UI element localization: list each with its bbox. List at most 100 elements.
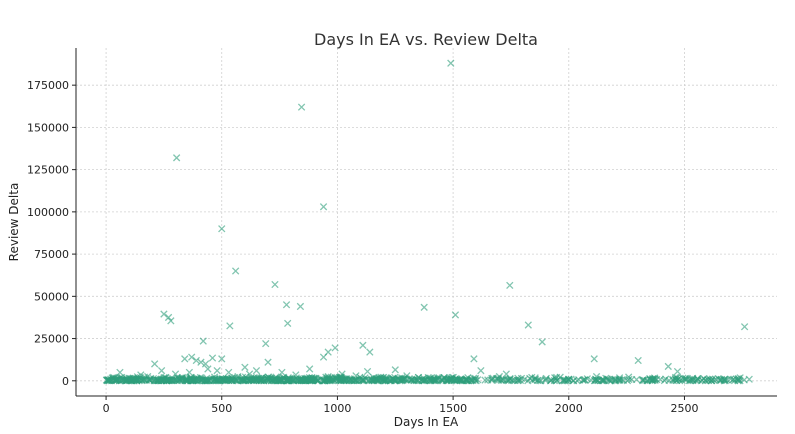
data-point	[640, 376, 649, 384]
data-point	[497, 376, 505, 384]
data-point	[172, 154, 181, 162]
x-tick-label: 1000	[323, 402, 351, 415]
data-point	[337, 373, 345, 381]
data-point	[420, 376, 428, 384]
data-point	[271, 280, 279, 289]
data-point	[151, 360, 159, 368]
data-point	[403, 376, 411, 384]
data-point	[693, 376, 701, 385]
y-tick-label: 125000	[27, 164, 69, 177]
data-points	[102, 59, 753, 385]
data-point	[615, 376, 623, 384]
data-point	[573, 377, 581, 385]
data-point	[381, 376, 390, 384]
data-point	[306, 365, 314, 373]
data-point	[447, 59, 455, 67]
grid-lines	[76, 48, 777, 396]
data-point	[151, 375, 160, 383]
data-point	[357, 376, 366, 385]
data-point	[264, 358, 272, 366]
data-point	[181, 375, 190, 384]
data-point	[623, 377, 632, 385]
data-point	[740, 323, 749, 331]
data-point	[219, 376, 227, 384]
x-tick-label: 2000	[555, 402, 583, 415]
data-point	[514, 376, 522, 385]
data-point	[118, 373, 126, 382]
data-point	[165, 377, 173, 385]
data-point	[265, 377, 273, 385]
data-point	[469, 376, 477, 385]
data-point	[367, 376, 376, 384]
data-point	[203, 377, 211, 385]
data-point	[173, 373, 182, 382]
x-tick-label: 500	[211, 402, 232, 415]
data-point	[126, 376, 135, 385]
data-point	[163, 376, 171, 385]
data-point	[391, 366, 399, 374]
data-point	[516, 376, 525, 385]
data-point	[278, 368, 286, 377]
data-point	[186, 373, 195, 382]
data-point	[660, 376, 669, 385]
data-point	[581, 375, 589, 384]
data-point	[552, 377, 561, 385]
y-tick-label: 75000	[34, 248, 69, 261]
x-axis-ticks: 0 500 1000 1500 2000 2500	[103, 396, 698, 415]
data-point	[103, 376, 111, 384]
data-point	[197, 358, 205, 366]
data-point	[669, 375, 677, 384]
data-point	[396, 377, 404, 385]
data-point	[420, 377, 428, 385]
y-tick-label: 150000	[27, 121, 69, 134]
data-point	[297, 103, 306, 111]
data-point	[157, 367, 166, 375]
data-point	[192, 356, 200, 365]
chart-title: Days In EA vs. Review Delta	[314, 30, 538, 49]
data-point	[450, 376, 459, 384]
data-point	[149, 374, 158, 383]
data-point	[181, 355, 189, 363]
data-point	[293, 375, 302, 383]
data-point	[505, 376, 513, 384]
data-point	[477, 367, 485, 375]
data-point	[366, 348, 374, 356]
data-point	[138, 376, 146, 384]
data-point	[726, 375, 735, 383]
data-point	[255, 376, 263, 385]
data-point	[628, 375, 636, 384]
data-point	[204, 365, 212, 373]
data-point	[188, 353, 196, 361]
x-tick-label: 2500	[670, 402, 698, 415]
data-point	[524, 321, 532, 329]
data-point	[445, 376, 453, 384]
data-point	[357, 374, 366, 383]
data-point	[508, 376, 516, 384]
data-point	[535, 376, 544, 385]
data-point	[649, 375, 657, 383]
data-point	[284, 319, 292, 328]
data-point	[716, 375, 724, 384]
data-point	[414, 377, 423, 385]
data-point	[200, 376, 209, 385]
data-point	[740, 376, 748, 384]
data-point	[313, 377, 321, 385]
data-point	[389, 375, 397, 384]
data-point	[112, 376, 120, 384]
data-point	[634, 356, 642, 365]
data-point	[153, 376, 162, 384]
data-point	[693, 374, 702, 383]
data-point	[225, 368, 233, 377]
data-point	[541, 376, 550, 385]
data-point	[319, 353, 328, 361]
data-point	[331, 374, 339, 382]
y-tick-label: 0	[62, 375, 69, 388]
data-point	[494, 376, 503, 384]
data-point	[707, 376, 716, 385]
data-point	[241, 363, 249, 371]
data-point	[462, 376, 471, 385]
x-axis-label: Days In EA	[394, 415, 459, 429]
data-point	[210, 373, 219, 381]
data-point	[314, 377, 323, 385]
data-point	[282, 301, 291, 309]
